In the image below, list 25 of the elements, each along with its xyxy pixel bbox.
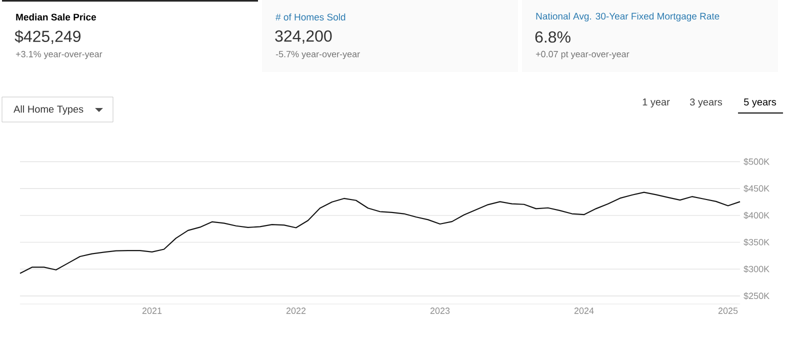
text: $425,249 xyxy=(14,30,80,44)
y-tick-label: $450K xyxy=(744,184,770,192)
y-tick-label: $400K xyxy=(744,212,770,220)
y-tick-label: $500K xyxy=(744,158,770,166)
text: National Avg. 30-Year Fixed Mortgage Rate xyxy=(536,12,720,22)
text: # of Homes Sold xyxy=(276,14,346,20)
y-tick-label: $300K xyxy=(744,265,770,273)
y-tick-label: $350K xyxy=(744,238,770,246)
x-tick-label: 2023 xyxy=(430,308,450,314)
line-series xyxy=(19,192,741,274)
x-tick-label: 2021 xyxy=(142,308,162,314)
text: 1 year xyxy=(642,98,670,108)
text: +3.1% year-over-year xyxy=(16,50,102,60)
x-tick-label: 2022 xyxy=(286,308,306,314)
text: 324,200 xyxy=(275,30,332,44)
x-tick-label: 2024 xyxy=(574,308,594,314)
y-tick-label: $250K xyxy=(744,292,770,300)
text: All Home Types xyxy=(14,105,84,115)
text: 3 years xyxy=(690,98,722,108)
x-tick-label: 2025 xyxy=(718,308,738,314)
text: 5 years xyxy=(744,98,776,108)
text: Median Sale Price xyxy=(16,14,96,20)
text: -5.7% year-over-year xyxy=(276,50,360,60)
text: +0.07 pt year-over-year xyxy=(536,50,630,60)
text: 6.8% xyxy=(535,31,570,43)
